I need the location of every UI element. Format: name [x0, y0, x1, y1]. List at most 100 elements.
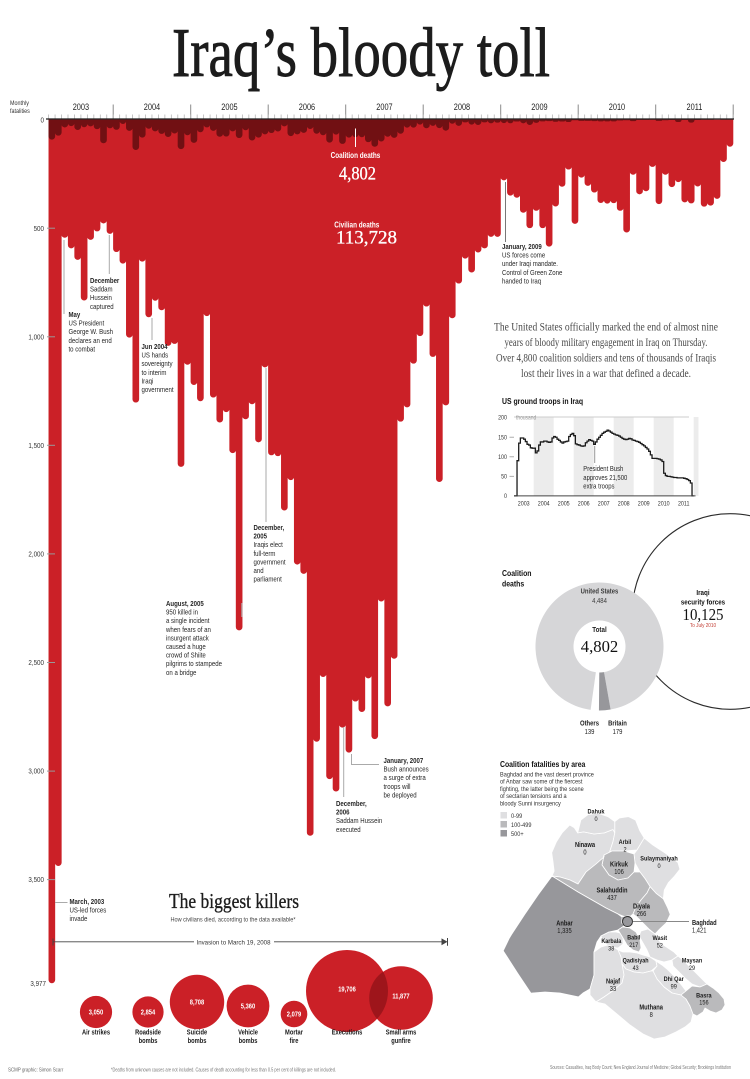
svg-text:gunfire: gunfire [391, 1038, 410, 1045]
svg-text:to interim: to interim [142, 368, 167, 377]
svg-text:50: 50 [501, 474, 507, 481]
svg-text:2008: 2008 [454, 102, 470, 112]
svg-text:Bush announces: Bush announces [384, 765, 429, 774]
svg-text:99: 99 [671, 983, 677, 990]
svg-text:crowd of Shiite: crowd of Shiite [166, 651, 206, 660]
svg-text:3,977: 3,977 [30, 979, 46, 988]
svg-text:lost their lives in a war that: lost their lives in a war that defined a… [521, 368, 691, 380]
svg-text:1,000: 1,000 [28, 332, 44, 341]
svg-text:8: 8 [650, 1012, 653, 1019]
svg-text:3,000: 3,000 [28, 767, 44, 776]
svg-text:Qadisiyah: Qadisiyah [623, 958, 649, 965]
svg-text:Babil: Babil [627, 935, 640, 942]
svg-text:2010: 2010 [609, 102, 625, 112]
svg-text:4,802: 4,802 [339, 165, 376, 185]
svg-text:Over 4,800 coalition soldiers: Over 4,800 coalition soldiers and tens o… [496, 353, 716, 365]
svg-text:executed: executed [336, 825, 361, 834]
svg-text:bloody Sunni insurgency: bloody Sunni insurgency [500, 800, 561, 807]
svg-text:deaths: deaths [502, 579, 524, 589]
svg-text:2007: 2007 [598, 501, 610, 508]
svg-text:when fears of an: when fears of an [165, 625, 211, 634]
svg-text:US ground troops in Iraq: US ground troops in Iraq [502, 396, 583, 406]
svg-text:December: December [90, 276, 119, 285]
svg-text:0: 0 [657, 863, 660, 870]
svg-text:1,421: 1,421 [692, 927, 706, 934]
svg-text:government: government [142, 385, 174, 394]
svg-text:266: 266 [637, 911, 647, 918]
svg-text:handed to Iraq: handed to Iraq [502, 276, 541, 285]
svg-text:pilgrims to stampede: pilgrims to stampede [166, 659, 222, 668]
svg-text:December,: December, [336, 799, 367, 808]
svg-text:Coalition: Coalition [502, 568, 532, 578]
svg-text:Sources: Casualties, Iraq Body: Sources: Casualties, Iraq Body Count; Ne… [550, 1065, 731, 1071]
svg-text:2009: 2009 [638, 501, 650, 508]
svg-text:Dahuk: Dahuk [588, 809, 605, 816]
svg-text:Coalition fatalities by area: Coalition fatalities by area [500, 759, 586, 769]
svg-text:2,500: 2,500 [28, 658, 44, 667]
svg-text:Basra: Basra [696, 992, 712, 999]
svg-text:caused a huge: caused a huge [166, 642, 206, 651]
svg-text:To July 2010: To July 2010 [690, 623, 716, 629]
svg-text:George W. Bush: George W. Bush [69, 327, 114, 336]
svg-text:Wasit: Wasit [652, 935, 667, 942]
svg-text:200: 200 [498, 415, 507, 422]
svg-text:179: 179 [613, 727, 623, 736]
svg-text:500: 500 [34, 224, 44, 233]
svg-text:Muthana: Muthana [639, 1005, 663, 1012]
svg-text:Kirkuk: Kirkuk [610, 862, 628, 869]
svg-text:0-99: 0-99 [511, 813, 522, 820]
svg-text:Suicide: Suicide [187, 1030, 207, 1037]
svg-text:August, 2005: August, 2005 [166, 599, 204, 608]
svg-text:US President: US President [69, 319, 105, 328]
svg-text:0: 0 [504, 493, 507, 500]
svg-text:Diyala: Diyala [633, 904, 650, 911]
svg-text:fatalities: fatalities [10, 108, 30, 115]
svg-text:Maysan: Maysan [682, 958, 703, 965]
svg-text:Total: Total [592, 625, 606, 634]
svg-text:1,500: 1,500 [28, 441, 44, 450]
svg-text:US forces come: US forces come [502, 251, 545, 260]
svg-text:Karbala: Karbala [601, 938, 621, 945]
svg-text:950 killed in: 950 killed in [166, 608, 198, 617]
svg-text:a single incident: a single incident [166, 616, 210, 625]
svg-text:29: 29 [689, 965, 695, 972]
svg-text:4,484: 4,484 [592, 596, 607, 605]
svg-text:Iraqi: Iraqi [696, 588, 709, 597]
svg-text:150: 150 [498, 435, 507, 442]
svg-text:Air strikes: Air strikes [82, 1030, 110, 1037]
svg-text:43: 43 [633, 965, 639, 972]
svg-text:a surge of extra: a surge of extra [384, 773, 427, 782]
svg-text:United States: United States [581, 587, 619, 596]
svg-text:2011: 2011 [687, 102, 703, 112]
svg-text:extra troops: extra troops [583, 482, 615, 491]
svg-text:Sulaymaniyah: Sulaymaniyah [640, 856, 678, 863]
svg-text:Vehicle: Vehicle [238, 1030, 258, 1037]
svg-text:Baghdad: Baghdad [692, 920, 717, 927]
svg-text:and: and [254, 566, 264, 575]
svg-text:Small arms: Small arms [386, 1030, 417, 1037]
svg-text:Others: Others [580, 719, 599, 728]
svg-text:years of bloody military engag: years of bloody military engagement in I… [505, 337, 708, 349]
svg-text:fire: fire [290, 1038, 299, 1045]
svg-text:Civilian deaths: Civilian deaths [334, 221, 380, 230]
svg-text:2010: 2010 [658, 501, 670, 508]
svg-text:Iraqi: Iraqi [142, 376, 154, 385]
svg-text:January, 2009: January, 2009 [502, 242, 542, 251]
svg-text:2005: 2005 [558, 501, 570, 508]
svg-text:2,854: 2,854 [141, 1010, 155, 1017]
svg-text:sovereignty: sovereignty [142, 359, 173, 368]
svg-text:2011: 2011 [678, 501, 690, 508]
svg-text:Britain: Britain [608, 719, 627, 728]
svg-text:2006: 2006 [336, 808, 350, 817]
svg-text:Executions: Executions [332, 1030, 363, 1037]
svg-text:113,728: 113,728 [336, 228, 397, 249]
svg-text:100-499: 100-499 [511, 822, 532, 829]
svg-text:US hands: US hands [142, 351, 169, 360]
svg-text:106: 106 [614, 869, 624, 876]
svg-text:0: 0 [41, 116, 45, 125]
svg-text:Saddam Hussein: Saddam Hussein [336, 816, 382, 825]
svg-text:2008: 2008 [618, 501, 630, 508]
svg-text:19,706: 19,706 [338, 987, 356, 994]
svg-text:government: government [254, 557, 286, 566]
svg-text:thousand: thousand [516, 416, 536, 422]
